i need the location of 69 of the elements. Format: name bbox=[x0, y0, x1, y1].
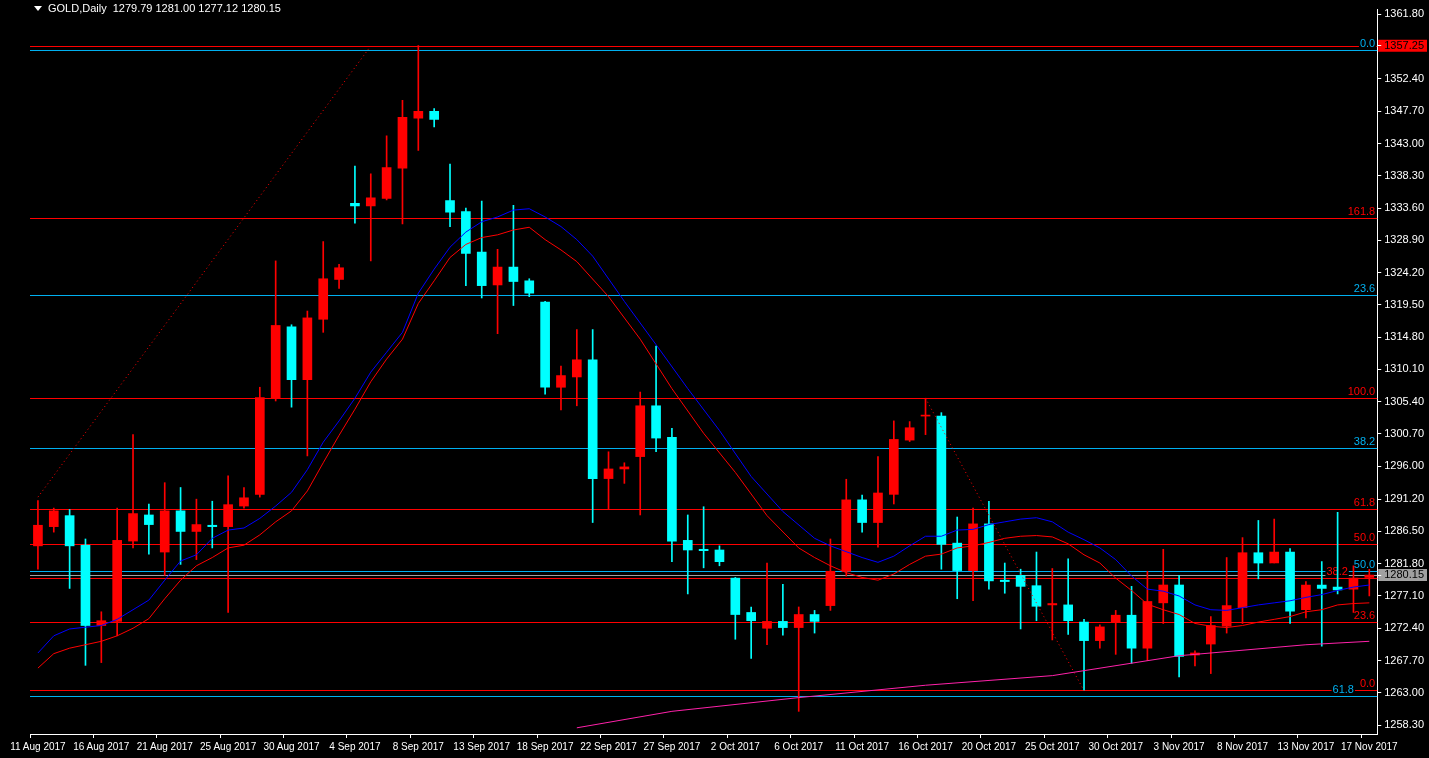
x-tick-label: 22 Sep 2017 bbox=[580, 740, 638, 752]
x-tick-label: 25 Oct 2017 bbox=[1025, 740, 1080, 752]
annotation: 61.8 bbox=[1353, 496, 1376, 509]
annotation: 50.0 bbox=[1353, 557, 1376, 570]
annotation: 23.6 bbox=[1353, 609, 1376, 622]
x-tick-label: 20 Oct 2017 bbox=[961, 740, 1017, 752]
annotation: 0.0 bbox=[1359, 37, 1376, 50]
annotation: 38.2 bbox=[1353, 435, 1376, 448]
y-tick-label: 1338.30 bbox=[1384, 168, 1424, 181]
x-tick-label: 17 Nov 2017 bbox=[1340, 740, 1399, 752]
y-tick-label: 1357.25 bbox=[1384, 38, 1424, 51]
y-tick-label: 1296.00 bbox=[1384, 459, 1424, 472]
x-tick-label: 18 Sep 2017 bbox=[516, 740, 574, 752]
x-tick-label: 6 Oct 2017 bbox=[774, 740, 824, 752]
annotation: 50.0 bbox=[1353, 530, 1376, 543]
annotation: 161.8 bbox=[1347, 205, 1376, 218]
y-tick-label: 1286.50 bbox=[1384, 524, 1424, 537]
candlestick bbox=[207, 500, 218, 549]
candlestick bbox=[1316, 561, 1327, 647]
x-tick-label: 11 Oct 2017 bbox=[835, 740, 890, 752]
y-tick-label: 1281.80 bbox=[1384, 556, 1424, 569]
chart-title: GOLD,Daily bbox=[48, 2, 107, 14]
y-tick-label: 1319.50 bbox=[1384, 297, 1424, 310]
x-tick-label: 11 Aug 2017 bbox=[10, 740, 67, 752]
x-tick-label: 8 Nov 2017 bbox=[1216, 740, 1269, 752]
candlestick bbox=[445, 163, 455, 227]
x-tick-label: 16 Aug 2017 bbox=[73, 740, 130, 752]
x-tick-label: 16 Oct 2017 bbox=[898, 740, 954, 752]
x-tick-label: 21 Aug 2017 bbox=[136, 740, 194, 752]
y-tick-label: 1361.80 bbox=[1384, 7, 1424, 20]
candlestick bbox=[999, 562, 1010, 594]
x-tick-label: 30 Oct 2017 bbox=[1088, 740, 1144, 752]
candlestick bbox=[682, 514, 693, 595]
y-tick-label: 1347.70 bbox=[1384, 104, 1424, 117]
candlestick bbox=[1063, 558, 1073, 635]
y-tick-label: 1343.00 bbox=[1384, 136, 1424, 149]
candlestick bbox=[350, 165, 360, 224]
candlestick bbox=[144, 503, 154, 555]
x-tick-label: 25 Aug 2017 bbox=[200, 740, 257, 752]
y-tick-label: 1305.40 bbox=[1384, 394, 1424, 407]
x-tick-label: 2 Oct 2017 bbox=[710, 740, 761, 752]
x-tick-label: 8 Sep 2017 bbox=[392, 740, 445, 752]
x-tick-label: 4 Sep 2017 bbox=[329, 740, 381, 752]
candlestick bbox=[746, 606, 756, 659]
annotation: 23.6 bbox=[1353, 281, 1376, 294]
y-tick-label: 1314.80 bbox=[1384, 330, 1424, 343]
y-tick-label: 1258.30 bbox=[1384, 718, 1424, 731]
chart-subtitle: 1279.79 1281.00 1277.12 1280.15 bbox=[112, 2, 281, 14]
y-tick-label: 1352.40 bbox=[1384, 71, 1424, 84]
x-tick-label: 27 Sep 2017 bbox=[643, 740, 701, 752]
y-tick-label: 1267.70 bbox=[1384, 653, 1424, 666]
annotation: 61.8 bbox=[1332, 682, 1354, 695]
x-tick-label: 13 Sep 2017 bbox=[453, 740, 511, 752]
annotation: 0.0 bbox=[1359, 677, 1376, 690]
y-tick-label: 1324.20 bbox=[1384, 265, 1424, 278]
y-tick-label: 1310.10 bbox=[1384, 362, 1424, 375]
y-tick-label: 1300.70 bbox=[1384, 426, 1424, 439]
y-tick-label: 1328.90 bbox=[1384, 233, 1424, 246]
y-tick-label: 1263.00 bbox=[1384, 685, 1424, 698]
annotation: 100.0 bbox=[1347, 385, 1376, 398]
candlestick bbox=[778, 583, 788, 636]
y-tick-label: 1333.60 bbox=[1384, 201, 1424, 214]
y-tick-label: 1272.40 bbox=[1384, 621, 1424, 634]
x-tick-label: 13 Nov 2017 bbox=[1277, 740, 1335, 752]
y-tick-label: 1291.20 bbox=[1384, 492, 1424, 505]
x-tick-label: 3 Nov 2017 bbox=[1153, 740, 1206, 752]
y-tick-label: 1277.10 bbox=[1384, 589, 1424, 602]
x-tick-label: 30 Aug 2017 bbox=[263, 740, 321, 752]
y-tick-label: 1280.15 bbox=[1384, 568, 1424, 581]
